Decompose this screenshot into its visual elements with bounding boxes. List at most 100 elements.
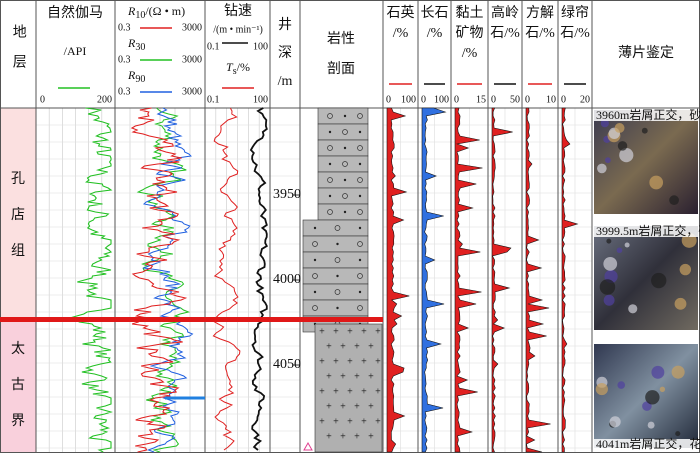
- log-curve: [130, 107, 188, 453]
- lith-cross: +: [375, 326, 381, 337]
- mineral-fill: [421, 107, 447, 453]
- label: 长石: [421, 5, 449, 21]
- lith-cross: +: [340, 341, 346, 352]
- mineral-fill: [561, 107, 579, 453]
- label: 矿物: [456, 25, 484, 41]
- lith-pebble: [334, 225, 341, 231]
- caption: 3960m岩屑正交，砂砾岩: [596, 107, 700, 122]
- label: 3000: [182, 86, 202, 97]
- log-curve: [69, 107, 113, 453]
- lith-cross: +: [326, 341, 332, 352]
- label: R90: [127, 68, 145, 86]
- lith-cross: +: [375, 386, 381, 397]
- lith-cross: +: [361, 326, 367, 337]
- log-curve: [136, 107, 191, 453]
- label: 绿帘: [561, 5, 589, 21]
- label: 15: [476, 94, 486, 105]
- grain: [599, 279, 616, 295]
- grain: [617, 141, 628, 151]
- lith-cross: +: [347, 386, 353, 397]
- label: 方解: [526, 5, 554, 21]
- caption-bg: [594, 439, 698, 450]
- log-curve: [249, 107, 268, 451]
- label: /API: [64, 44, 87, 58]
- label: 10: [546, 94, 556, 105]
- grain: [641, 127, 648, 134]
- grain: [647, 421, 655, 429]
- label: 3000: [182, 54, 202, 65]
- lith-cross: +: [354, 341, 360, 352]
- marker: [303, 441, 313, 451]
- label: 店: [11, 207, 25, 223]
- label: R30: [127, 36, 145, 54]
- lith-grain: [343, 146, 347, 150]
- label: 0.3: [118, 54, 131, 65]
- label: 0: [491, 94, 496, 105]
- grain: [609, 416, 621, 428]
- lith-cross: +: [354, 431, 360, 442]
- label: 石/%: [560, 26, 590, 41]
- label: 4000: [273, 272, 301, 287]
- grain: [659, 386, 666, 392]
- lith-pebble: [357, 305, 363, 311]
- label: 孔: [11, 171, 25, 187]
- log-curve: [141, 107, 194, 453]
- lith-grain: [336, 306, 339, 310]
- lith-cross: +: [361, 386, 367, 397]
- lith-pebble: [334, 289, 341, 295]
- label: 岩性: [327, 31, 355, 47]
- lith-grain: [313, 258, 317, 262]
- grain: [616, 247, 623, 254]
- grain: [600, 119, 609, 128]
- lith-pebble: [357, 273, 363, 279]
- mineral-fill: [454, 107, 483, 453]
- lith-pebble: [312, 273, 318, 279]
- lith-cell: [317, 139, 369, 157]
- lith-pebble: [357, 113, 363, 119]
- grain: [617, 381, 626, 389]
- boundary: [0, 317, 383, 322]
- lith-granite: [314, 323, 383, 453]
- log-curve: [212, 107, 241, 451]
- lith-pebble: [312, 305, 318, 311]
- lith-cell: [302, 251, 369, 269]
- lith-cross: +: [319, 356, 325, 367]
- grain: [595, 382, 608, 396]
- lith-grain: [328, 194, 332, 198]
- lith-cross: +: [319, 326, 325, 337]
- lith-grain: [358, 194, 362, 198]
- lith-pebble: [327, 145, 333, 151]
- lith-cross: +: [319, 386, 325, 397]
- caption: 3999.5m岩屑正交，砂砾岩: [596, 223, 700, 238]
- label: 0: [421, 94, 426, 105]
- lith-grain: [358, 130, 362, 134]
- lith-cross: +: [368, 431, 374, 442]
- lith-grain: [358, 226, 362, 230]
- grain: [619, 148, 634, 163]
- grain: [669, 195, 679, 206]
- label: 界: [11, 414, 25, 429]
- label: 钻速: [224, 3, 252, 19]
- lith-cross: +: [340, 401, 346, 412]
- grain: [671, 365, 685, 379]
- label: 石/%: [490, 26, 520, 41]
- label: Ts/%: [226, 60, 250, 78]
- label: 0.1: [207, 94, 220, 105]
- lith-cross: +: [333, 326, 339, 337]
- lith-cross: +: [361, 416, 367, 427]
- label: 0: [454, 94, 459, 105]
- mineral-fill: [525, 107, 551, 453]
- lith-grain: [358, 258, 362, 262]
- label: 剖面: [327, 61, 355, 77]
- grain: [597, 163, 607, 174]
- grain: [679, 263, 692, 276]
- grain: [603, 256, 618, 271]
- label: /%: [393, 26, 409, 41]
- label: 0.1: [207, 41, 220, 52]
- label: /%: [462, 46, 478, 61]
- label: 3000: [182, 22, 202, 33]
- label: 薄片鉴定: [618, 45, 674, 61]
- lith-pebble: [327, 113, 333, 119]
- lith-grain: [343, 210, 347, 214]
